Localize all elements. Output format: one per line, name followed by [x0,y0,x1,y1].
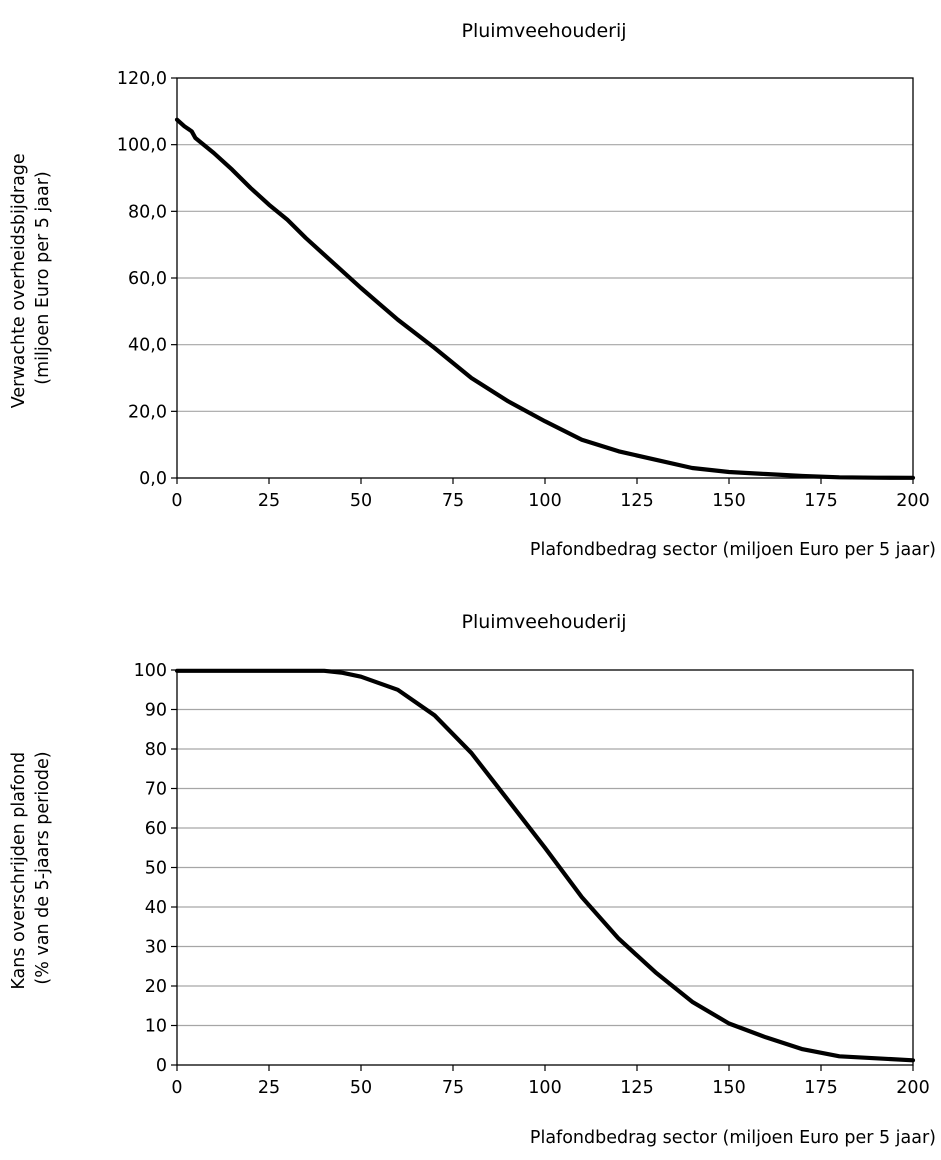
y-tick-label: 0 [156,1056,167,1076]
x-tick-label: 150 [712,491,745,511]
y-tick-labels: 0,0 20,0 40,0 60,0 80,0 100,0 120,0 [117,69,177,489]
x-axis-label: Plafondbedrag sector (miljoen Euro per 5… [530,540,936,560]
y-tick-label: 40 [145,898,167,918]
x-tick-labels: 0 25 50 75 100 125 150 175 200 [171,478,930,511]
x-tick-label: 25 [258,491,280,511]
y-tick-label: 20 [145,977,167,997]
y-tick-labels: 0 10 20 30 40 50 60 70 80 90 100 [134,661,177,1076]
x-axis-label: Plafondbedrag sector (miljoen Euro per 5… [530,1128,936,1148]
series-layer [174,117,916,480]
x-tick-label: 100 [528,1078,561,1098]
x-tick-label: 75 [442,1078,464,1098]
y-tick-label: 120,0 [117,69,167,89]
y-tick-label: 40,0 [128,336,167,356]
y-axis-label-line-1: Kans overschrijden plafond [9,752,29,990]
y-tick-label: 20,0 [128,402,167,422]
chart-title: Pluimveehouderij [461,20,626,42]
series-line [174,117,916,480]
x-tick-label: 200 [896,491,929,511]
gridlines [177,144,913,412]
x-tick-label: 50 [350,491,372,511]
y-tick-label: 80 [145,740,167,760]
y-tick-label: 100 [134,661,167,681]
x-tick-label: 200 [896,1078,929,1098]
y-tick-label: 60 [145,819,167,839]
y-tick-label: 0,0 [139,469,167,489]
x-tick-label: 100 [528,491,561,511]
x-tick-label: 25 [258,1078,280,1098]
x-tick-label: 175 [804,1078,837,1098]
x-tick-labels: 0 25 50 75 100 125 150 175 200 [171,1065,930,1098]
chart-probability-exceeding-ceiling: Pluimveehouderij 0102030405060708090100 … [9,611,936,1148]
y-axis-label-line-2: (% van de 5-jaars periode) [33,751,53,984]
series-layer [174,668,916,1063]
y-axis-label: Kans overschrijden plafond (% van de 5-j… [9,746,53,989]
x-tick-label: 75 [442,491,464,511]
x-tick-label: 175 [804,491,837,511]
x-tick-label: 125 [620,491,653,511]
x-tick-label: 150 [712,1078,745,1098]
y-tick-label: 60,0 [128,269,167,289]
y-tick-label: 10 [145,1017,167,1037]
x-tick-label: 50 [350,1078,372,1098]
y-tick-label: 30 [145,938,167,958]
series-line [174,668,916,1063]
x-tick-label: 0 [171,1078,182,1098]
y-tick-label: 100,0 [117,136,167,156]
y-tick-label: 90 [145,701,167,721]
y-tick-label: 80,0 [128,202,167,222]
gridlines [177,708,913,1027]
y-axis-label: Verwachte overheidsbijdrage (miljoen Eur… [9,148,53,409]
x-tick-label: 125 [620,1078,653,1098]
y-axis-label-line-1: Verwachte overheidsbijdrage [9,153,29,408]
y-tick-label: 70 [145,780,167,800]
x-tick-label: 0 [171,491,182,511]
y-tick-label: 50 [145,859,167,879]
chart-title: Pluimveehouderij [461,611,626,633]
chart-expected-government-contribution: Pluimveehouderij 0,0 20,0 40,0 60,0 80,0 100,… [9,20,936,560]
y-axis-label-line-2: (miljoen Euro per 5 jaar) [33,171,53,384]
